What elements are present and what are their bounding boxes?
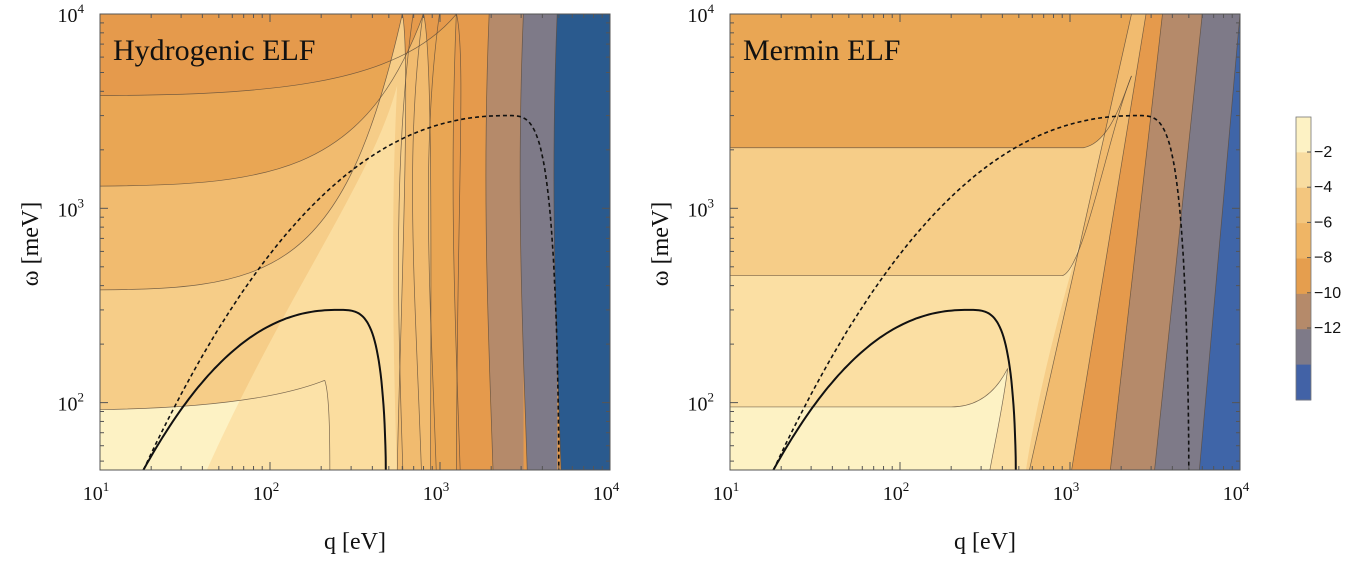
- hydrogenic-dashed-curve: [142, 114, 560, 470]
- hydrogenic-isoline-1: [398, 14, 414, 470]
- hydrogenic-band-3: [520, 14, 558, 470]
- hydrogenic-band-1: [453, 14, 490, 470]
- mermin-x-tick-label: 102: [883, 479, 910, 505]
- colorbar-swatch: [1296, 258, 1311, 295]
- colorbar-swatch: [1296, 152, 1311, 189]
- colorbar-swatch: [1296, 364, 1311, 401]
- hydrogenic-band-2: [485, 14, 524, 470]
- mermin-band-5-edge: [1199, 14, 1240, 470]
- mermin-x-axis-label: q [eV]: [954, 529, 1016, 555]
- mermin-y-axis-label: ω [meV]: [648, 202, 674, 286]
- colorbar: −2 −4 −6 −8 −10 −12: [1295, 116, 1341, 401]
- mermin-blank-corner: [1240, 80, 1260, 480]
- hydrogenic-y-tick-label: 104: [58, 1, 85, 27]
- mermin-band-1-edge: [1029, 14, 1132, 470]
- hydrogenic-solid-curve: [142, 308, 387, 470]
- hydrogenic-title: Hydrogenic ELF: [113, 34, 315, 67]
- hydrogenic-band-4-edge: [553, 14, 562, 470]
- hydrogenic-x-tick-label: 102: [253, 479, 280, 505]
- hydrogenic-x-tick-label: 101: [83, 479, 110, 505]
- mermin-y-tick-label: 104: [688, 1, 715, 27]
- hydrogenic-isoline-3: [428, 14, 440, 470]
- hydrogenic-contour-lines: [100, 14, 562, 470]
- mermin-x-tick-label: 101: [713, 479, 740, 505]
- mermin-dashed-curve: [772, 114, 1190, 470]
- mermin-y-tick-label: 102: [688, 390, 715, 416]
- colorbar-frame: [1295, 116, 1312, 401]
- mermin-level-450-line: [730, 75, 1132, 277]
- hydrogenic-y-tick-label: 103: [58, 195, 85, 221]
- mermin-ticks: 101 102 103 104 102 103 104: [688, 1, 1250, 505]
- hydrogenic-isoline-2: [412, 14, 424, 470]
- mermin-x-tick-label: 103: [1053, 479, 1080, 505]
- colorbar-label: −2: [1314, 144, 1332, 161]
- hydrogenic-y-axis-label: ω [meV]: [18, 202, 44, 286]
- colorbar-label: −6: [1314, 214, 1332, 231]
- mermin-band-4-edge: [1154, 14, 1203, 470]
- colorbar-swatch: [1296, 223, 1311, 259]
- hydrogenic-wedge: [206, 85, 398, 470]
- mermin-region-2: [730, 75, 1132, 470]
- hydrogenic-band-3-edge: [519, 14, 528, 470]
- mermin-contour-lines: [730, 14, 1240, 470]
- mermin-band-3-edge: [1109, 14, 1163, 470]
- colorbar-swatch: [1296, 187, 1311, 224]
- mermin-region-1: [730, 368, 1008, 470]
- colorbar-label: −10: [1314, 285, 1341, 302]
- hydrogenic-plot-frame: [99, 13, 611, 471]
- colorbar-swatch: [1296, 117, 1311, 153]
- hydrogenic-ticks: 101 102 103 104 102 103 104: [58, 1, 620, 505]
- mermin-y-tick-label: 103: [688, 195, 715, 221]
- colorbar-swatch: [1296, 329, 1311, 366]
- hydrogenic-band-4: [553, 14, 610, 470]
- colorbar-label: −8: [1314, 250, 1332, 267]
- colorbar-label: −12: [1314, 320, 1341, 337]
- hydrogenic-band-1-edge: [452, 14, 461, 470]
- colorbar-swatch: [1296, 293, 1311, 330]
- hydrogenic-region-1-line: [100, 380, 331, 470]
- mermin-title: Mermin ELF: [743, 34, 901, 67]
- mermin-solid-curve: [772, 308, 1017, 470]
- mermin-x-tick-label: 104: [1223, 479, 1250, 505]
- mermin-plot-frame: [729, 13, 1241, 471]
- hydrogenic-x-tick-label: 104: [593, 479, 620, 505]
- hydrogenic-x-tick-label: 103: [423, 479, 450, 505]
- hydrogenic-region-4-line: [100, 14, 432, 470]
- hydrogenic-y-tick-label: 102: [58, 390, 85, 416]
- mermin-level-95-line: [730, 368, 1009, 470]
- hydrogenic-band-2-edge: [485, 14, 494, 470]
- colorbar-label: −4: [1314, 179, 1332, 196]
- hydrogenic-x-axis-label: q [eV]: [324, 529, 386, 555]
- mermin-band-2-edge: [1071, 14, 1147, 470]
